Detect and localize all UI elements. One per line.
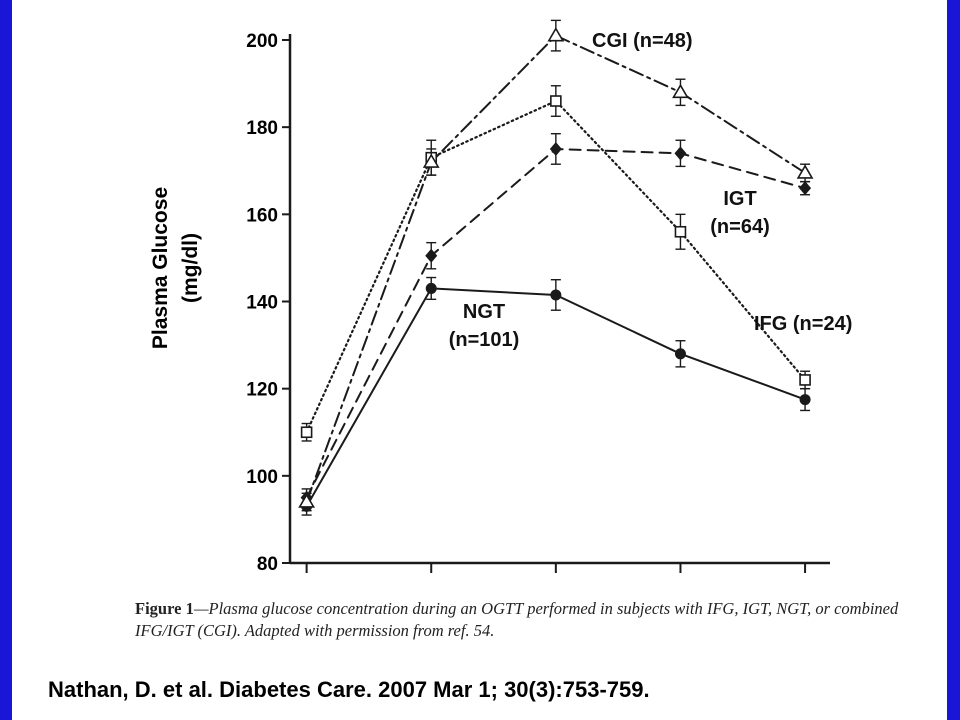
y-tick-label: 140 — [246, 293, 278, 314]
data-point-ifg — [799, 374, 811, 386]
series-label-igt-name: IGT — [723, 188, 756, 210]
y-tick-label: 120 — [246, 380, 278, 401]
y-axis-ticks: 80 100 120 140 160 180 200 — [246, 31, 290, 575]
series-label-ngt-n: (n=101) — [449, 329, 520, 351]
data-point-ifg — [550, 95, 562, 107]
glucose-chart: 80 100 120 140 160 180 200 Plasma Glucose (mg/… — [149, 19, 852, 575]
data-point-ngt — [425, 282, 437, 294]
data-point-ngt — [550, 289, 562, 301]
slide-panel: 80 100 120 140 160 180 200 Plasma Glucose (mg/… — [12, 0, 947, 720]
y-tick-label: 200 — [246, 31, 278, 52]
data-point-ngt — [799, 394, 811, 406]
data-point-igt — [425, 248, 438, 263]
data-point-ifg — [300, 426, 313, 439]
series-line-ifg — [305, 99, 807, 434]
figure-caption: Figure 1—Plasma glucose concentration du… — [135, 598, 935, 642]
series-line-ngt — [305, 287, 807, 508]
data-point-cgi — [672, 83, 689, 99]
series-label-ifg: IFG (n=24) — [754, 313, 852, 335]
x-axis-ticks — [305, 563, 807, 573]
series-cgi — [298, 19, 814, 512]
y-axis-title: Plasma Glucose — [149, 187, 172, 349]
data-point-igt — [799, 181, 812, 196]
series-ngt — [301, 276, 811, 516]
caption-lead: Figure 1 — [135, 599, 194, 618]
data-point-igt — [549, 141, 562, 156]
data-point-cgi — [298, 493, 316, 508]
series-label-ngt-name: NGT — [463, 301, 505, 323]
data-point-cgi — [796, 164, 814, 179]
y-tick-label: 80 — [257, 554, 278, 575]
y-tick-label: 100 — [246, 467, 278, 488]
y-axis-unit: (mg/dl) — [179, 233, 202, 303]
data-point-ifg — [674, 225, 687, 238]
caption-body: —Plasma glucose concentration during an … — [135, 599, 899, 640]
data-point-ngt — [674, 348, 686, 360]
series-igt — [300, 133, 812, 508]
y-tick-label: 180 — [246, 118, 278, 139]
series-label-igt-n: (n=64) — [710, 216, 769, 238]
data-point-cgi — [422, 153, 440, 168]
data-point-igt — [674, 146, 687, 161]
y-tick-label: 160 — [246, 205, 278, 226]
series-label-cgi: CGI (n=48) — [592, 30, 693, 52]
citation-text: Nathan, D. et al. Diabetes Care. 2007 Ma… — [48, 677, 650, 702]
series-layer — [298, 19, 814, 516]
data-point-cgi — [547, 27, 565, 42]
